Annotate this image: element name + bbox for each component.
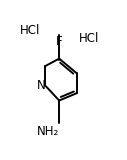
Text: NH₂: NH₂ — [37, 125, 59, 138]
Text: HCl: HCl — [78, 32, 99, 45]
Text: HCl: HCl — [19, 24, 40, 37]
Text: N: N — [37, 79, 46, 92]
Text: F: F — [56, 35, 62, 48]
